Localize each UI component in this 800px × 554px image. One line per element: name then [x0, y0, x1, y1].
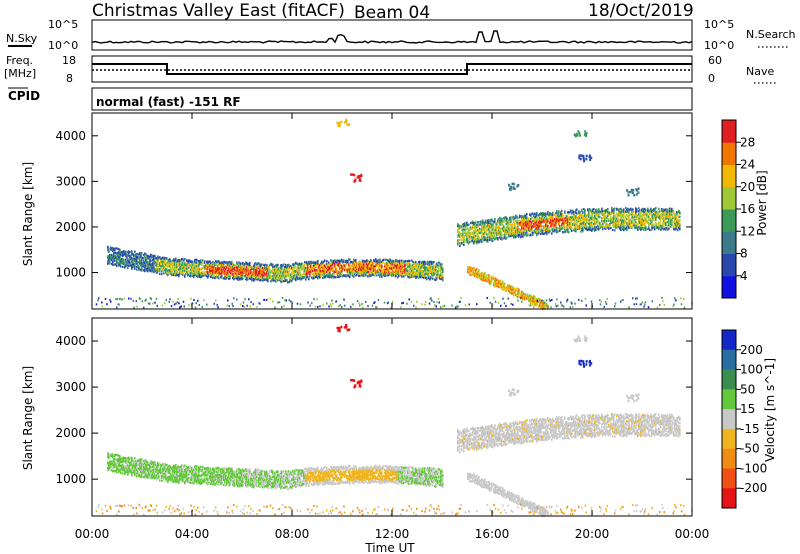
y-tick-label: 4000 [55, 334, 86, 348]
y-tick-label: 3000 [55, 380, 86, 394]
nave-tick-bottom: 0 [708, 72, 715, 85]
power-colorbar-tick: 28 [740, 135, 755, 149]
colorbar-swatch [722, 209, 736, 232]
freq-tick-bottom: 8 [66, 72, 73, 85]
nsky-label: N.Sky [6, 32, 38, 45]
freq-tick-top: 18 [62, 54, 76, 67]
colorbar-swatch [722, 253, 736, 277]
power-colorbar-tick: 8 [740, 247, 748, 261]
power-ylabel: Slant Range [km] [21, 162, 35, 266]
colorbar-swatch [722, 369, 736, 390]
colorbar-swatch [722, 409, 736, 430]
velocity-colorbar-tick: -15 [740, 422, 760, 436]
velocity-colorbar: 200 100 50 15 -15 -50 -100 -200 [721, 329, 767, 509]
colorbar-swatch [722, 142, 736, 165]
nsky-series [91, 30, 693, 44]
y-tick-label: 2000 [55, 426, 86, 440]
x-tick-label: 12:00 [375, 527, 410, 541]
velocity-colorbar-label: Velocity [m s^-1] [763, 358, 777, 462]
y-tick-label: 4000 [55, 129, 86, 143]
time-x-ticks: 00:00 04:00 08:00 12:00 16:00 20:00 00:00 [75, 113, 710, 541]
nave-label: Nave [746, 65, 774, 78]
colorbar-swatch [722, 349, 736, 371]
velocity-colorbar-tick: 15 [740, 402, 755, 416]
power-colorbar-tick: 24 [740, 158, 755, 172]
x-tick-label: 00:00 [75, 527, 110, 541]
y-tick-label: 2000 [55, 220, 86, 234]
date-label: 18/Oct/2019 [588, 1, 694, 21]
station-title: Christmas Valley East (fitACF) [92, 1, 345, 21]
power-colorbar-label: Power [dB] [755, 170, 769, 235]
velocity-colorbar-tick: 100 [740, 363, 763, 377]
power-heatmap [95, 118, 693, 311]
nsearch-tick-bottom: 10^0 [704, 39, 734, 52]
freq-label: Freq. [6, 54, 33, 67]
freq-unit: [MHz] [4, 67, 36, 80]
power-y-ticks: 1000 2000 3000 4000 [55, 129, 692, 280]
colorbar-swatch [722, 164, 736, 188]
time-xlabel: Time UT [364, 541, 415, 554]
noise-panel [91, 19, 693, 51]
velocity-colorbar-tick: -50 [740, 442, 760, 456]
beam-label: Beam 04 [354, 3, 430, 23]
freq-panel [91, 55, 693, 83]
velocity-heatmap [95, 323, 693, 518]
colorbar-swatch [722, 468, 736, 489]
colorbar-swatch [722, 120, 736, 143]
velocity-colorbar-tick: -100 [740, 461, 767, 475]
colorbar-swatch [722, 389, 736, 410]
colorbar-swatch [722, 186, 736, 210]
velocity-colorbar-tick: 50 [740, 382, 755, 396]
colorbar-swatch [722, 428, 736, 450]
nsearch-label: N.Search [746, 28, 796, 41]
y-tick-label: 1000 [55, 472, 86, 486]
y-tick-label: 1000 [55, 266, 86, 280]
y-tick-label: 3000 [55, 174, 86, 188]
freq-series [92, 63, 692, 75]
velocity-ylabel: Slant Range [km] [21, 366, 35, 470]
power-colorbar-tick: 20 [740, 180, 755, 194]
nsky-tick-top: 10^5 [48, 18, 78, 31]
power-colorbar-tick: 4 [740, 269, 748, 283]
colorbar-swatch [722, 330, 736, 351]
power-colorbar-tick: 16 [740, 202, 755, 216]
nsearch-tick-top: 10^5 [704, 18, 734, 31]
x-tick-label: 08:00 [275, 527, 310, 541]
power-colorbar-tick: 12 [740, 224, 755, 238]
cpid-panel [91, 87, 693, 111]
colorbar-swatch [722, 488, 736, 509]
x-tick-label: 20:00 [575, 527, 610, 541]
x-tick-label: 16:00 [475, 527, 510, 541]
colorbar-swatch [722, 275, 736, 299]
power-colorbar: 4 8 12 16 20 24 28 [721, 119, 755, 299]
velocity-colorbar-tick: -200 [740, 481, 767, 495]
velocity-colorbar-tick: 200 [740, 343, 763, 357]
colorbar-swatch [722, 448, 736, 469]
cpid-text: normal (fast) -151 RF [96, 95, 241, 109]
nave-tick-top: 60 [708, 54, 722, 67]
x-tick-label: 00:00 [675, 527, 710, 541]
velocity-y-ticks: 1000 2000 3000 4000 [55, 334, 692, 486]
cpid-label: CPID [8, 89, 40, 103]
x-tick-label: 04:00 [175, 527, 210, 541]
nsky-tick-bottom: 10^0 [48, 39, 78, 52]
colorbar-swatch [722, 231, 736, 254]
